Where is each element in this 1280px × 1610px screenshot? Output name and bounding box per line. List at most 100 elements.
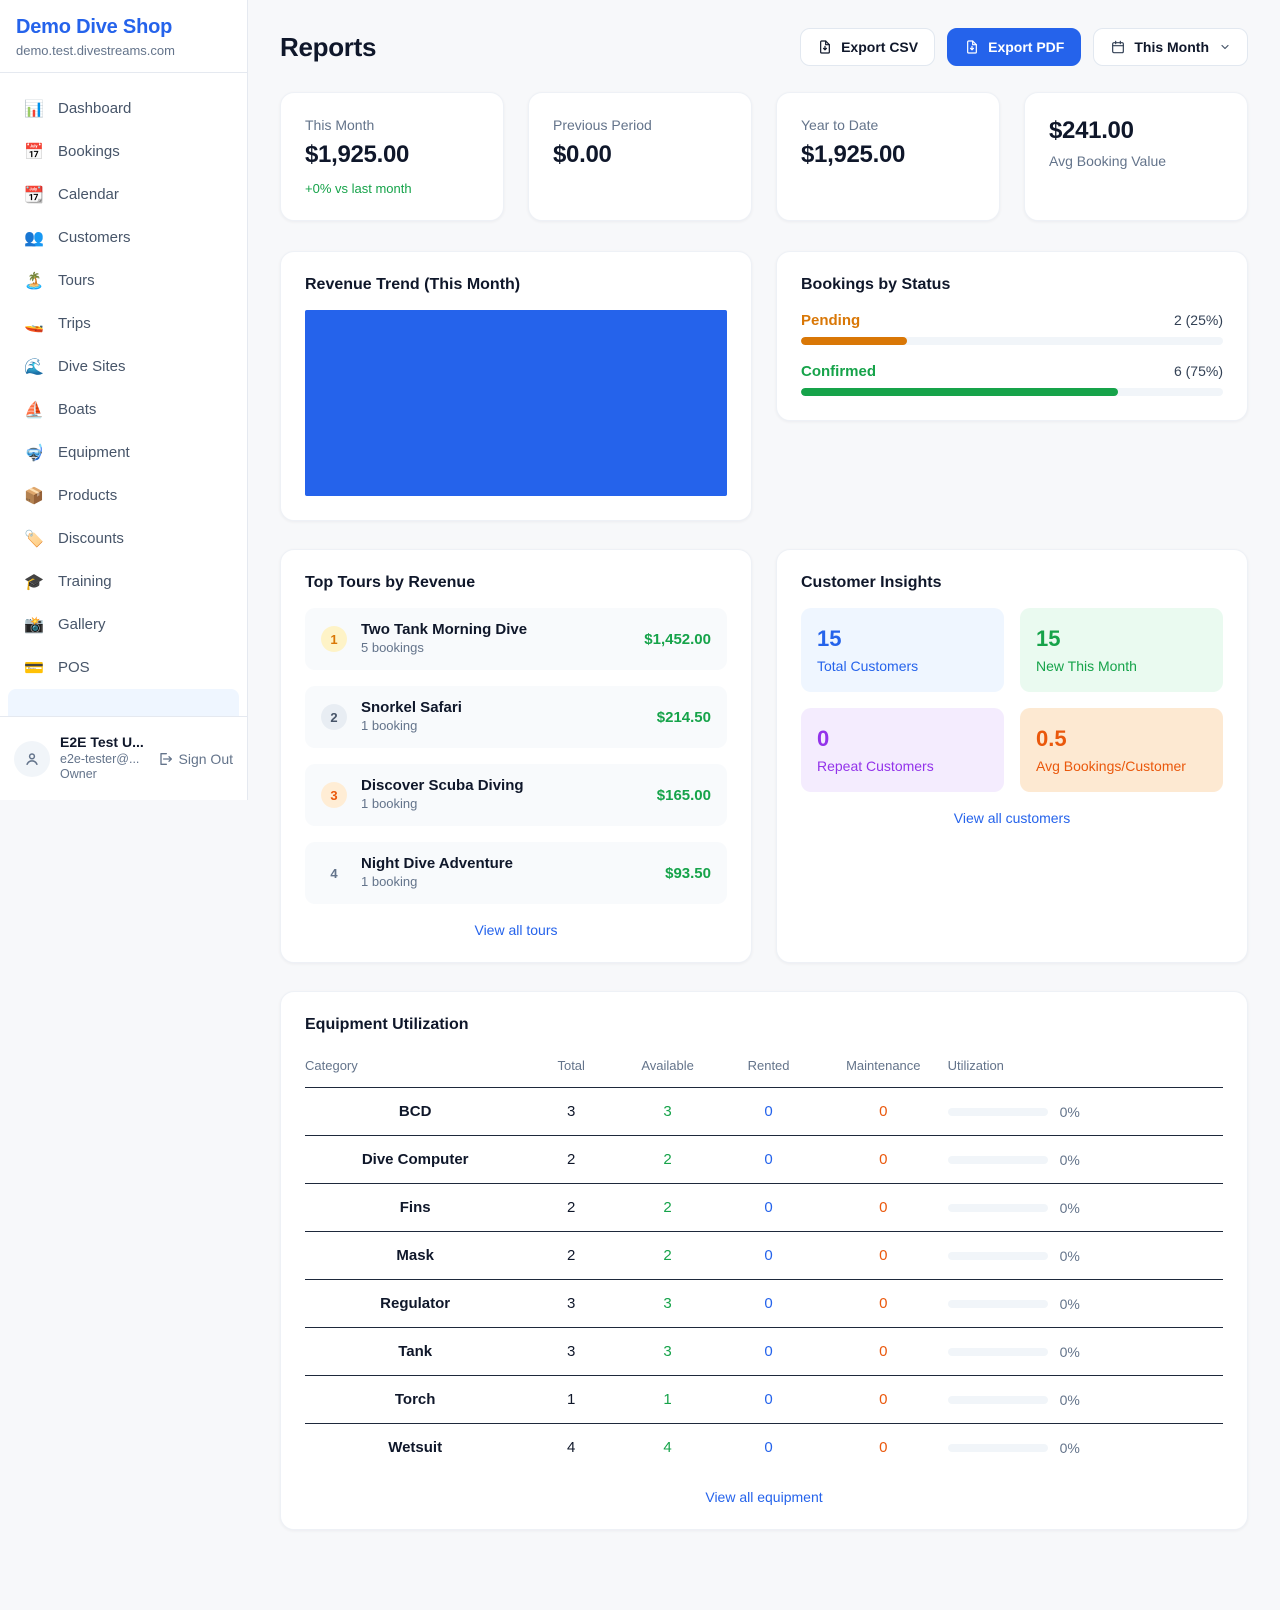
view-all-tours-link[interactable]: View all tours (474, 922, 558, 938)
stats-row: This Month $1,925.00 +0% vs last month P… (280, 92, 1248, 221)
sidebar-item-label: Tours (58, 272, 95, 289)
sidebar-item-discounts[interactable]: 🏷️ Discounts (8, 517, 239, 560)
cell-rented: 0 (718, 1087, 820, 1136)
sidebar-item-label: Training (58, 573, 112, 590)
cell-maintenance: 0 (819, 1087, 948, 1136)
header-actions: Export CSV Export PDF This Month (800, 28, 1248, 66)
sign-out-button[interactable]: Sign Out (157, 751, 233, 767)
cell-available: 2 (617, 1231, 719, 1280)
sidebar-item-equipment[interactable]: 🤿 Equipment (8, 431, 239, 474)
status-row-confirmed: Confirmed 6 (75%) (801, 363, 1223, 396)
sidebar-item-pos[interactable]: 💳 POS (8, 646, 239, 689)
calendar-icon: 📆 (24, 186, 44, 204)
sidebar-item-boats[interactable]: ⛵ Boats (8, 388, 239, 431)
rank-badge: 1 (321, 626, 347, 652)
card-title: Customer Insights (801, 574, 942, 591)
cell-available: 2 (617, 1183, 719, 1232)
sidebar-item-products[interactable]: 📦 Products (8, 474, 239, 517)
utilization-bar (947, 1347, 1048, 1356)
sidebar-item-training[interactable]: 🎓 Training (8, 560, 239, 603)
tour-list-item[interactable]: 2 Snorkel Safari 1 booking $214.50 (305, 686, 727, 748)
tour-list-item[interactable]: 3 Discover Scuba Diving 1 booking $165.00 (305, 764, 727, 826)
cell-total: 3 (525, 1327, 618, 1376)
insight-total-customers: 15 Total Customers (801, 608, 1004, 692)
cell-total: 2 (525, 1183, 618, 1232)
stat-label: Year to Date (801, 117, 879, 133)
column-header-category: Category (305, 1048, 526, 1088)
utilization-percent: 0% (1059, 1439, 1080, 1456)
stat-card-previous-period: Previous Period $0.00 (528, 92, 752, 221)
equipment-table: Category Total Available Rented Maintena… (305, 1048, 1223, 1471)
insight-label: Total Customers (817, 658, 919, 674)
cell-maintenance: 0 (819, 1375, 948, 1424)
cell-category: BCD (305, 1087, 526, 1136)
diving-mask-icon: 🤿 (24, 444, 44, 462)
user-meta: E2E Test U... e2e-tester@... Owner (60, 734, 147, 783)
card-title: Equipment Utilization (305, 1016, 469, 1033)
table-header-row: Category Total Available Rented Maintena… (305, 1048, 1223, 1088)
cell-available: 1 (617, 1375, 719, 1424)
insight-avg-bookings-per-customer: 0.5 Avg Bookings/Customer (1020, 708, 1223, 792)
insight-label: New This Month (1036, 658, 1137, 674)
cell-category: Tank (305, 1327, 526, 1376)
sidebar-item-gallery[interactable]: 📸 Gallery (8, 603, 239, 646)
export-csv-button[interactable]: Export CSV (800, 28, 936, 66)
view-all-customers-link[interactable]: View all customers (953, 810, 1071, 826)
sidebar-item-label: Bookings (58, 143, 120, 160)
table-row: Torch 1 1 0 0 0% (305, 1375, 1223, 1424)
page-header: Reports Export CSV Export PDF This Month (280, 28, 1248, 66)
sidebar-item-tours[interactable]: 🏝️ Tours (8, 259, 239, 302)
cell-category: Mask (305, 1231, 526, 1280)
period-select[interactable]: This Month (1093, 28, 1248, 66)
cell-available: 3 (617, 1087, 719, 1136)
status-row-pending: Pending 2 (25%) (801, 312, 1223, 345)
insight-value: 0 (817, 726, 830, 751)
sidebar-item-label: POS (58, 659, 90, 676)
sidebar-item-dive-sites[interactable]: 🌊 Dive Sites (8, 345, 239, 388)
sidebar-item-customers[interactable]: 👥 Customers (8, 216, 239, 259)
export-pdf-button[interactable]: Export PDF (947, 28, 1082, 66)
cell-maintenance: 0 (819, 1279, 948, 1328)
tour-bookings: 1 booking (361, 718, 418, 733)
utilization-percent: 0% (1059, 1199, 1080, 1216)
sidebar-item-label: Calendar (58, 186, 119, 203)
tag-icon: 🏷️ (24, 530, 44, 548)
sidebar-item-bookings[interactable]: 📅 Bookings (8, 130, 239, 173)
tour-list-item[interactable]: 1 Two Tank Morning Dive 5 bookings $1,452… (305, 608, 727, 670)
column-header-rented: Rented (718, 1048, 820, 1088)
sidebar-item-calendar[interactable]: 📆 Calendar (8, 173, 239, 216)
sidebar-item-label: Dashboard (58, 100, 132, 117)
utilization-bar (947, 1251, 1048, 1260)
tour-bookings: 1 booking (361, 874, 418, 889)
cell-rented: 0 (718, 1279, 820, 1328)
cell-category: Fins (305, 1183, 526, 1232)
sailboat-icon: ⛵ (24, 401, 44, 419)
cell-available: 2 (617, 1135, 719, 1184)
user-role: Owner (60, 767, 97, 782)
view-all-equipment-link[interactable]: View all equipment (705, 1489, 823, 1505)
card-title: Top Tours by Revenue (305, 574, 476, 591)
stat-value: $1,925.00 (801, 141, 906, 168)
chevron-down-icon (1221, 44, 1229, 50)
sidebar-item-dashboard[interactable]: 📊 Dashboard (8, 87, 239, 130)
rank-badge: 4 (330, 865, 338, 881)
bookings-calendar-icon: 📅 (24, 143, 44, 161)
cell-total: 3 (525, 1279, 618, 1328)
sidebar-item-reports-clipped[interactable] (8, 689, 239, 716)
charts-row: Revenue Trend (This Month) Bookings by S… (280, 251, 1248, 521)
sidebar-item-trips[interactable]: 🚤 Trips (8, 302, 239, 345)
stat-value: $0.00 (553, 141, 612, 168)
person-icon (26, 752, 38, 765)
tour-list-item[interactable]: 4 Night Dive Adventure 1 booking $93.50 (305, 842, 727, 904)
table-row: Tank 3 3 0 0 0% (305, 1327, 1223, 1376)
insight-value: 15 (817, 626, 842, 651)
tour-name: Night Dive Adventure (361, 855, 513, 872)
tour-bookings: 1 booking (361, 796, 418, 811)
sidebar-item-label: Dive Sites (58, 358, 126, 375)
dashboard-icon: 📊 (24, 100, 44, 118)
status-label: Confirmed (801, 363, 876, 380)
status-value: 6 (75%) (1173, 363, 1223, 379)
table-row: Dive Computer 2 2 0 0 0% (305, 1135, 1223, 1184)
tour-revenue: $1,452.00 (644, 630, 711, 648)
sign-out-icon (159, 752, 172, 765)
